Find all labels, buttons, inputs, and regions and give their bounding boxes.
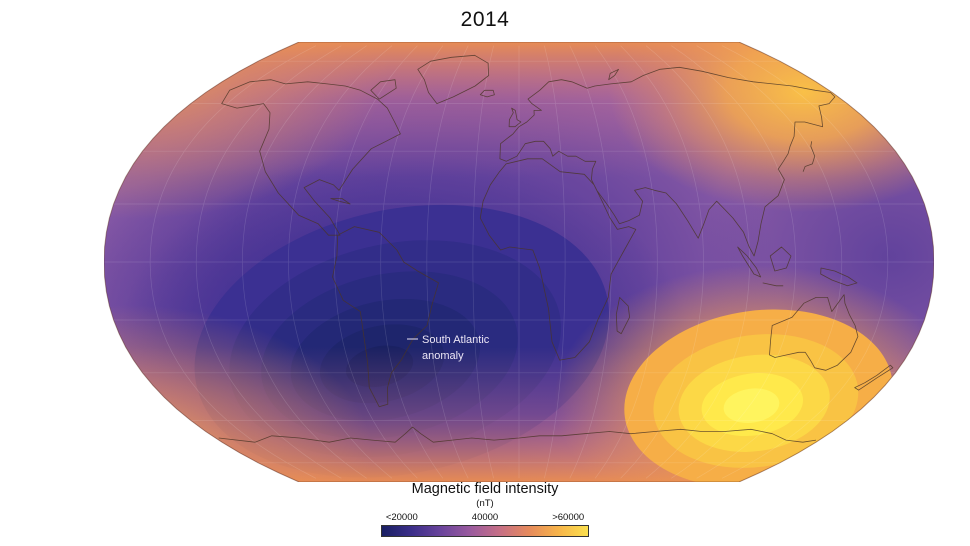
world-map-container: South Atlantic anomaly xyxy=(103,41,935,483)
colorbar-tick-high: >60000 xyxy=(552,512,585,523)
coastlines xyxy=(218,54,894,443)
legend-unit: (nT) xyxy=(476,498,494,509)
colorbar xyxy=(381,525,589,537)
colorbar-ticks: <20000 40000 >60000 xyxy=(381,512,589,524)
legend-title: Magnetic field intensity xyxy=(411,481,559,497)
world-map: South Atlantic anomaly xyxy=(103,41,935,483)
south-atlantic-anomaly-label: South Atlantic anomaly xyxy=(407,334,490,362)
annotation-line1: South Atlantic xyxy=(422,334,490,346)
colorbar-tick-mid: 40000 xyxy=(471,512,499,523)
graticule-lines xyxy=(104,45,934,479)
colorbar-tick-low: <20000 xyxy=(385,512,418,523)
annotation-line2: anomaly xyxy=(422,350,464,362)
map-color-field xyxy=(104,42,934,482)
legend: Magnetic field intensity (nT) <20000 400… xyxy=(0,481,970,537)
year-title: 2014 xyxy=(460,8,510,31)
